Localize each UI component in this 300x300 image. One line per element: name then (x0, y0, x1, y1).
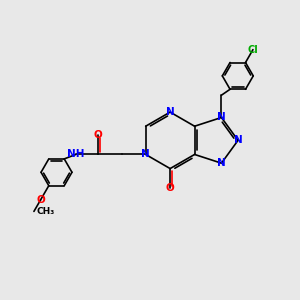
Text: NH: NH (67, 149, 85, 160)
Text: Cl: Cl (248, 45, 258, 55)
Text: N: N (166, 107, 175, 117)
Text: CH₃: CH₃ (37, 207, 55, 216)
Text: N: N (217, 112, 226, 122)
Text: N: N (217, 158, 226, 168)
Text: O: O (94, 130, 103, 140)
Text: O: O (166, 183, 175, 193)
Text: N: N (234, 135, 242, 145)
Text: O: O (36, 195, 45, 205)
Text: N: N (141, 149, 150, 160)
